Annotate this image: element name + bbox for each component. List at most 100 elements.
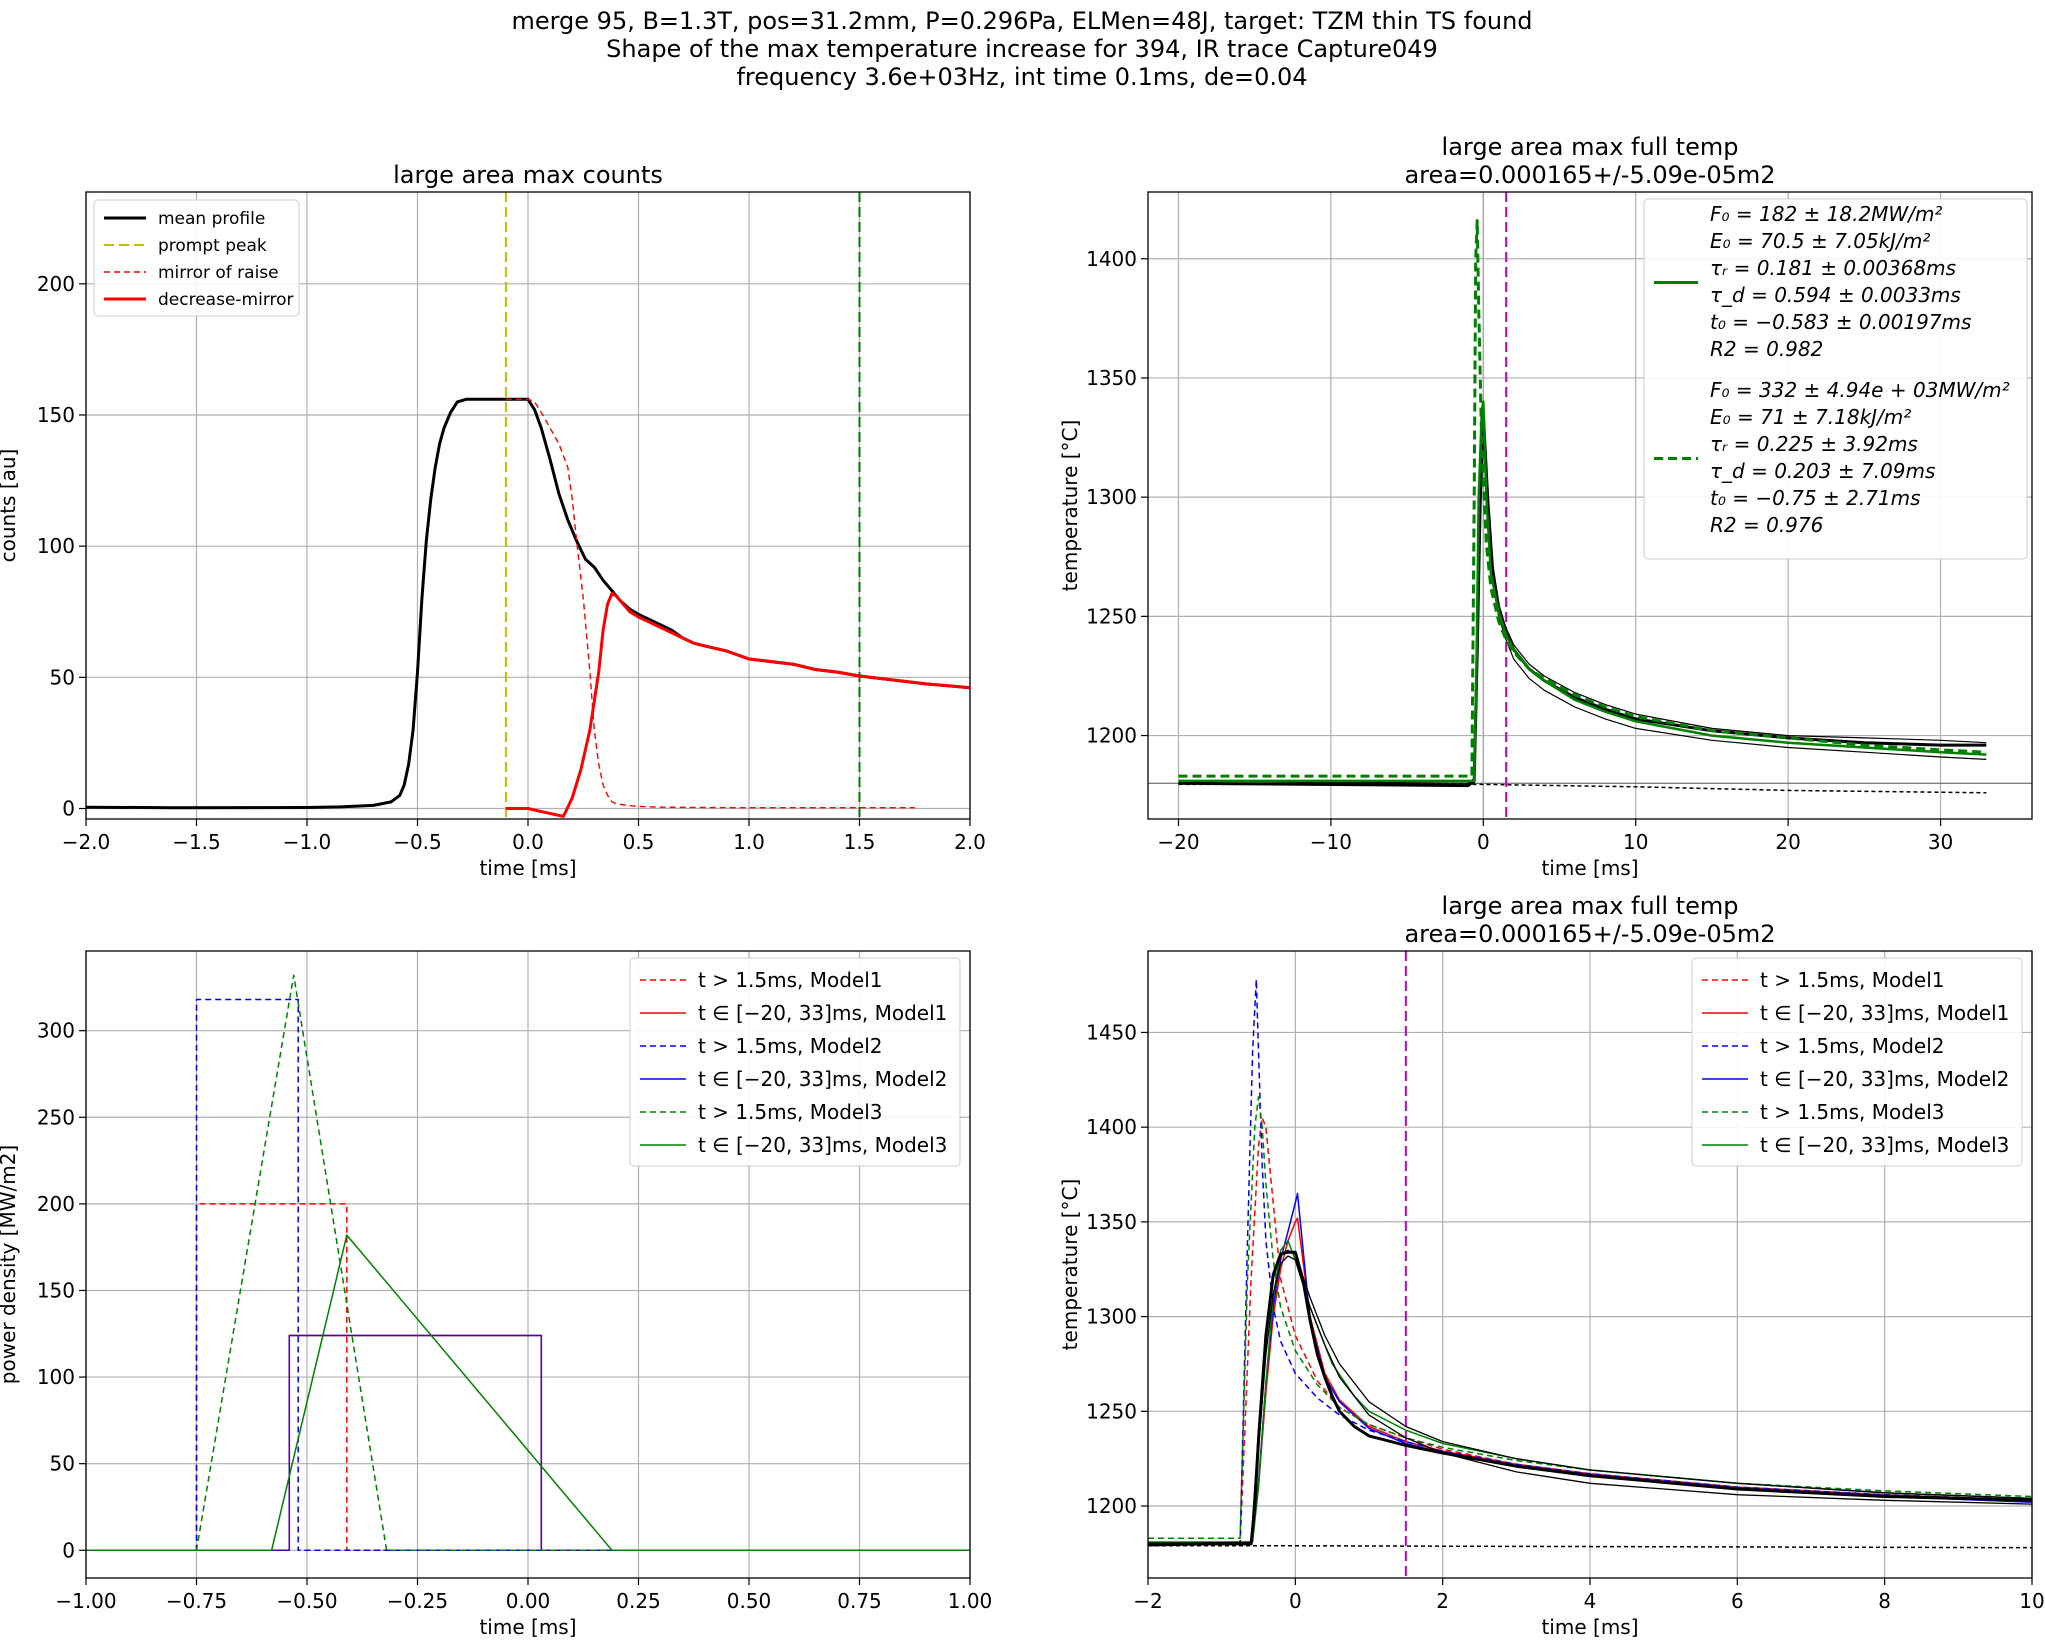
temp_zoom-legend-label-3: t ∈ [−20, 33]ms, Model2: [1760, 1067, 2009, 1091]
counts-xtick-label-7: 1.5: [844, 830, 876, 854]
temp_zoom-series-line-9: [1148, 1250, 2032, 1546]
temp-full-legend-box: [1643, 198, 2028, 560]
temp-full-legend-text-1-3: τ_d = 0.203 ± 7.09ms: [1710, 459, 1935, 483]
power-ytick-label-0: 0: [62, 1538, 75, 1562]
temp-full-legend-text-0-2: τᵣ = 0.181 ± 0.00368ms: [1710, 256, 1956, 280]
power-legend-label-0: t > 1.5ms, Model1: [698, 968, 883, 992]
temp_zoom-xtick-label-0: −2: [1133, 1589, 1162, 1613]
counts-legend-label-1: prompt peak: [158, 236, 267, 256]
counts-legend-label-0: mean profile: [158, 209, 265, 229]
temp_zoom-xtick-label-3: 4: [1584, 1589, 1597, 1613]
temp_zoom-xtick-label-2: 2: [1436, 1589, 1449, 1613]
temp_full-xtick-label-3: 10: [1623, 830, 1648, 854]
power-xtick-label-5: 0.25: [616, 1589, 661, 1613]
temp_full-title-line-2: area=0.000165+/-5.09e-05m2: [1404, 161, 1775, 189]
counts-ytick-label-0: 0: [62, 797, 75, 821]
suptitle-line-3: frequency 3.6e+03Hz, int time 0.1ms, de=…: [736, 63, 1307, 91]
power-ytick-label-4: 200: [37, 1192, 75, 1216]
temp_full-xtick-label-5: 30: [1928, 830, 1953, 854]
power-ytick-label-6: 300: [37, 1019, 75, 1043]
zoomed-temperature-chart: −2 0 2 4 6 8 10 1200 1250 1300 1350 1400 1450 time [m…: [1058, 892, 2045, 1639]
temp_zoom-ytick-label-4: 1400: [1086, 1115, 1137, 1139]
power-ytick-label-3: 150: [37, 1278, 75, 1302]
counts-legend-label-3: decrease-mirror: [158, 290, 294, 310]
temp_zoom-series-line-3: [1148, 978, 2032, 1545]
counts-xtick-label-5: 0.5: [623, 830, 655, 854]
counts-xlabel: time [ms]: [479, 856, 576, 880]
power-xtick-label-6: 0.50: [727, 1589, 772, 1613]
temp_full-xlabel: time [ms]: [1541, 856, 1638, 880]
temp_zoom-xtick-label-1: 0: [1289, 1589, 1302, 1613]
power-xtick-label-1: −0.75: [166, 1589, 227, 1613]
temp-full-legend-text-0-5: R2 = 0.982: [1710, 337, 1823, 361]
power-ytick-label-1: 50: [50, 1452, 75, 1476]
temp_zoom-legend-label-4: t > 1.5ms, Model3: [1760, 1100, 1945, 1124]
temp_zoom-legend-label-2: t > 1.5ms, Model2: [1760, 1034, 1945, 1058]
temp_full-xtick-label-4: 20: [1775, 830, 1800, 854]
temp_full-ytick-label-3: 1350: [1086, 366, 1137, 390]
temp_zoom-xtick-label-6: 10: [2019, 1589, 2044, 1613]
power-xtick-label-2: −0.50: [276, 1589, 337, 1613]
power-legend-label-2: t > 1.5ms, Model2: [698, 1034, 883, 1058]
temp-full-legend-text-1-1: E₀ = 71 ± 7.18kJ/m²: [1710, 405, 1911, 429]
counts-xtick-label-3: −0.5: [393, 830, 442, 854]
temp_zoom-series-line-0: [1148, 1545, 2032, 1549]
power-series-line-5: [86, 1234, 970, 1552]
full-temperature-chart: −20 −10 0 10 20 30 1200 1250 1300 1350 1400 time [m…: [1058, 133, 2033, 880]
counts-title-line-1: large area max counts: [393, 161, 663, 189]
power-legend-label-1: t ∈ [−20, 33]ms, Model1: [698, 1001, 947, 1025]
temp_zoom-ytick-label-5: 1450: [1086, 1020, 1137, 1044]
power-legend-label-5: t ∈ [−20, 33]ms, Model3: [698, 1133, 947, 1157]
counts-plot-area: [86, 192, 970, 819]
temp_zoom-title-line-2: area=0.000165+/-5.09e-05m2: [1404, 920, 1775, 948]
temp_zoom-series-line-1: [1148, 1116, 2032, 1545]
counts-legend-label-2: mirror of raise: [158, 263, 279, 283]
temp_zoom-plot-area: [1148, 951, 2032, 1578]
temp-full-legend-text-1-4: t₀ = −0.75 ± 2.71ms: [1710, 486, 1921, 510]
counts-ytick-label-4: 200: [37, 272, 75, 296]
power-plot-area: [86, 974, 970, 1552]
power-xtick-label-8: 1.00: [948, 1589, 993, 1613]
counts-xtick-label-8: 2.0: [954, 830, 986, 854]
counts-ylabel: counts [au]: [0, 449, 20, 563]
power-ytick-label-5: 250: [37, 1105, 75, 1129]
counts-legend-box: [93, 199, 300, 317]
temp_zoom-ytick-label-2: 1300: [1086, 1305, 1137, 1329]
temp_full-series-line-4: [1178, 400, 1987, 783]
temp_full-frame: [1147, 191, 2033, 820]
power-xtick-label-0: −1.00: [55, 1589, 116, 1613]
temp_zoom-ytick-label-3: 1350: [1086, 1210, 1137, 1234]
power-xtick-label-3: −0.25: [387, 1589, 448, 1613]
temp_full-xtick-label-0: −20: [1157, 830, 1199, 854]
temp_zoom-legend-label-1: t ∈ [−20, 33]ms, Model1: [1760, 1001, 2009, 1025]
power-xlabel: time [ms]: [479, 1615, 576, 1639]
temp-full-legend-text-0-0: F₀ = 182 ± 18.2MW/m²: [1710, 202, 1942, 226]
counts-xtick-label-4: 0.0: [512, 830, 544, 854]
temp_zoom-ytick-label-1: 1250: [1086, 1399, 1137, 1423]
counts-ytick-label-1: 50: [50, 665, 75, 689]
power-legend-box: [629, 957, 961, 1167]
temp-full-legend-text-1-2: τᵣ = 0.225 ± 3.92ms: [1710, 432, 1918, 456]
temp-full-legend-text-1-0: F₀ = 332 ± 4.94e + 03MW/m²: [1710, 378, 2010, 402]
counts-xtick-label-6: 1.0: [733, 830, 765, 854]
temp_zoom-xtick-label-4: 6: [1731, 1589, 1744, 1613]
temp_full-ytick-label-0: 1200: [1086, 724, 1137, 748]
suptitle-line-2: Shape of the max temperature increase fo…: [606, 35, 1438, 63]
temp_zoom-legend-box: [1691, 957, 2023, 1167]
power-density-chart: −1.00 −0.75 −0.50 −0.25 0.00 0.25 0.50 0.75 1.00…: [0, 950, 993, 1639]
temp_full-ytick-label-2: 1300: [1086, 485, 1137, 509]
temp_full-xtick-label-1: −10: [1310, 830, 1352, 854]
counts-ytick-label-3: 150: [37, 403, 75, 427]
temp_full-ytick-label-1: 1250: [1086, 604, 1137, 628]
temp-full-legend-text-0-3: τ_d = 0.594 ± 0.0033ms: [1710, 283, 1961, 307]
temp_zoom-legend-label-0: t > 1.5ms, Model1: [1760, 968, 1945, 992]
temp_full-ytick-label-4: 1400: [1086, 247, 1137, 271]
power-legend-label-4: t > 1.5ms, Model3: [698, 1100, 883, 1124]
temp_zoom-xlabel: time [ms]: [1541, 1615, 1638, 1639]
power-xtick-label-7: 0.75: [837, 1589, 882, 1613]
counts-xtick-label-1: −1.5: [172, 830, 221, 854]
counts-xtick-label-2: −1.0: [283, 830, 332, 854]
temp_zoom-ylabel: temperature [°C]: [1058, 1179, 1082, 1351]
figure-suptitle: merge 95, B=1.3T, pos=31.2mm, P=0.296Pa,…: [511, 7, 1532, 91]
